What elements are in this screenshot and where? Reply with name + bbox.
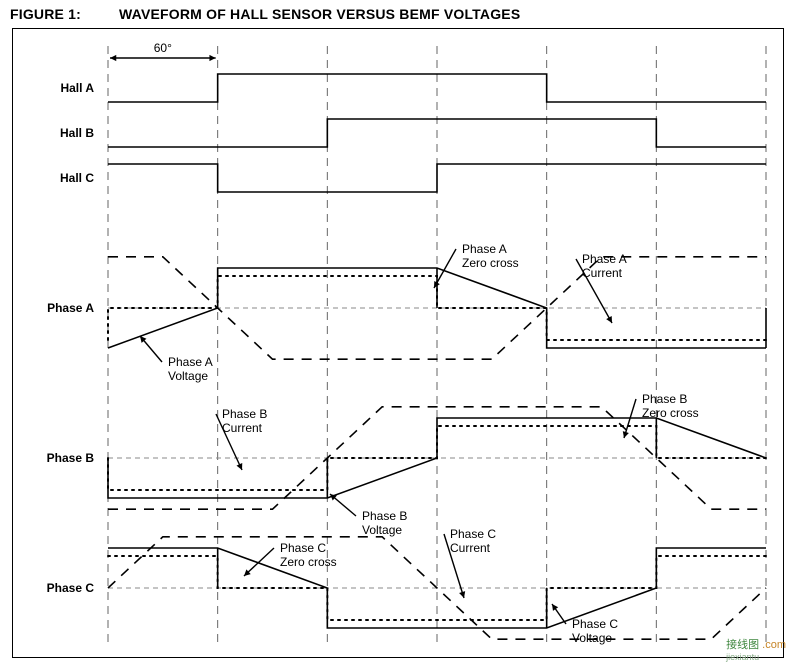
svg-text:Zero cross: Zero cross (280, 555, 337, 569)
svg-text:Phase C: Phase C (450, 527, 496, 541)
figure-title: FIGURE 1: WAVEFORM OF HALL SENSOR VERSUS … (0, 0, 796, 26)
svg-text:Phase B: Phase B (642, 392, 687, 406)
svg-text:Zero cross: Zero cross (462, 256, 519, 270)
figure-title-text: WAVEFORM OF HALL SENSOR VERSUS BEMF VOLT… (119, 6, 520, 22)
watermark-sub: jiexiantu (726, 652, 786, 662)
svg-text:Phase A: Phase A (582, 252, 627, 266)
svg-text:Phase C: Phase C (47, 581, 95, 595)
svg-text:Zero cross: Zero cross (642, 406, 699, 420)
svg-text:Voltage: Voltage (362, 523, 402, 537)
svg-text:Phase B: Phase B (47, 451, 95, 465)
svg-text:Phase C: Phase C (280, 541, 326, 555)
svg-text:Phase A: Phase A (168, 355, 213, 369)
svg-text:Voltage: Voltage (572, 631, 612, 645)
svg-text:Hall B: Hall B (60, 126, 94, 140)
watermark-text: 接线图 (726, 639, 759, 651)
svg-text:Phase B: Phase B (362, 509, 407, 523)
figure-title-prefix: FIGURE 1: (10, 6, 81, 22)
svg-text:Phase C: Phase C (572, 617, 618, 631)
svg-text:Hall A: Hall A (60, 81, 94, 95)
svg-text:60°: 60° (154, 41, 172, 55)
svg-text:Current: Current (222, 421, 263, 435)
figure: FIGURE 1: WAVEFORM OF HALL SENSOR VERSUS … (0, 0, 796, 668)
svg-text:Voltage: Voltage (168, 369, 208, 383)
svg-text:Phase B: Phase B (222, 407, 267, 421)
svg-text:Current: Current (450, 541, 491, 555)
svg-text:Phase A: Phase A (462, 242, 507, 256)
watermark-accent: .com (762, 639, 786, 651)
svg-text:Phase A: Phase A (47, 301, 94, 315)
svg-text:Hall C: Hall C (60, 171, 94, 185)
watermark: 接线图 .com jiexiantu (726, 636, 786, 662)
svg-text:Current: Current (582, 266, 623, 280)
waveform-plot: 60° Hall A Hall B Hall C Phase A Phase B Phase… (12, 28, 784, 658)
